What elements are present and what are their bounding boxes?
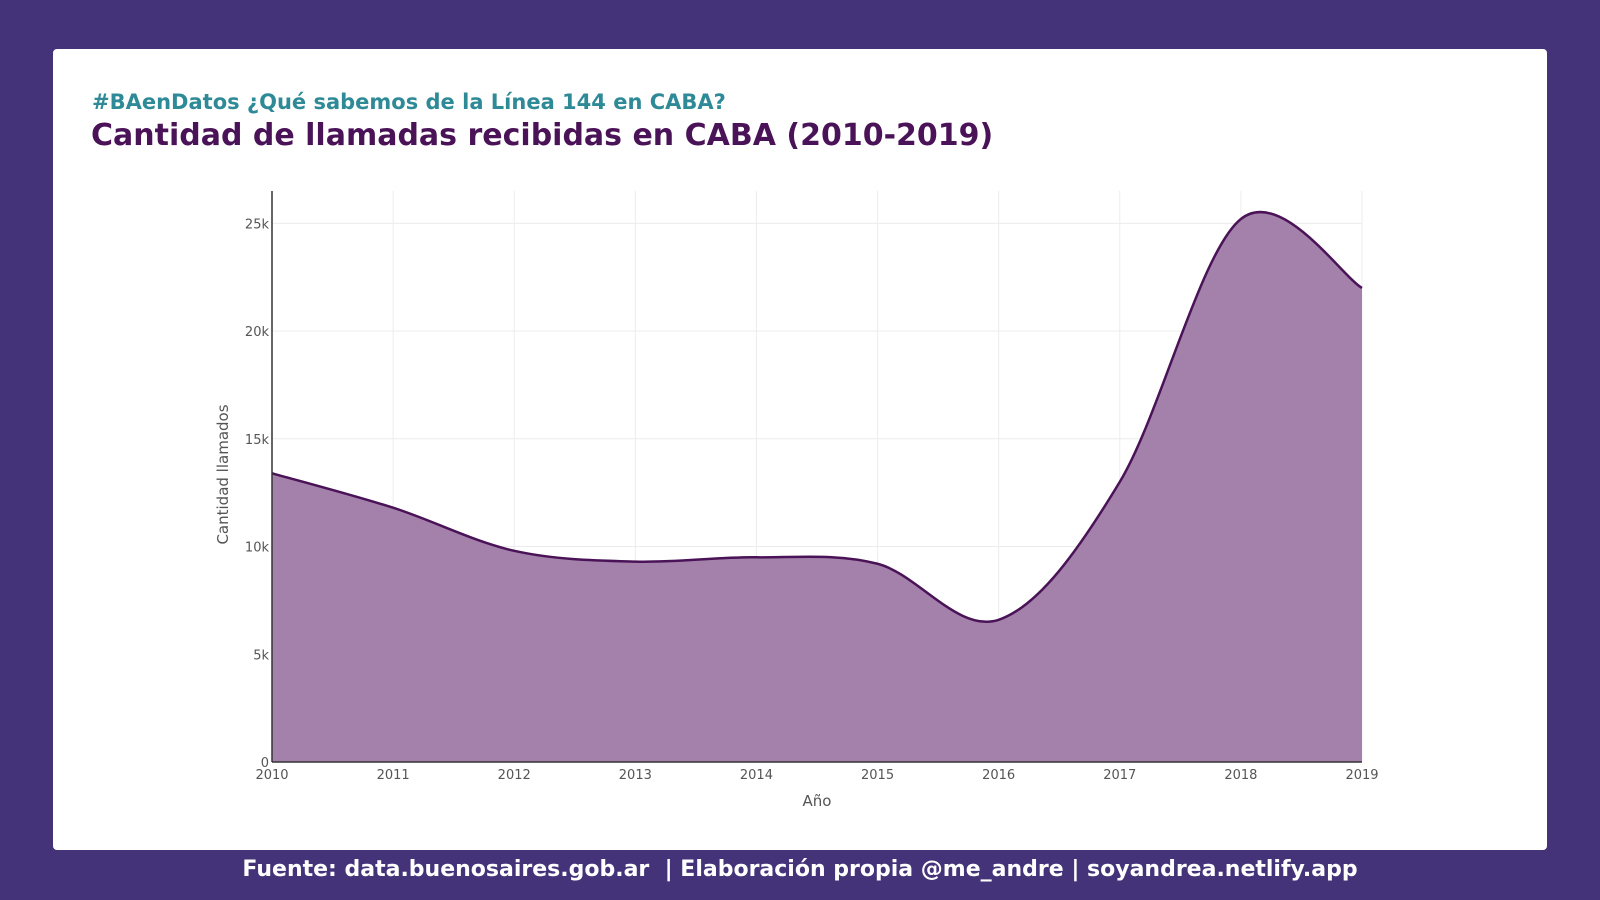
x-tick-label: 2017 [1103,768,1136,783]
x-tick-label: 2015 [861,768,894,783]
x-tick-label: 2019 [1345,768,1378,783]
x-tick-label: 2010 [255,768,288,783]
y-tick-label: 20k [245,325,270,340]
series-line [271,210,1363,623]
footer-source: Fuente: data.buenosaires.gob.ar | Elabor… [242,857,1358,882]
y-tick-label: 10k [245,541,270,556]
y-tick-label: 0 [261,756,269,771]
tick-labels: 0 5k 10k 15k 20k 25k 2010 2011 2012 2013 2014 2015 2… [245,217,1379,783]
chart-title: Cantidad de llamadas recibidas en CABA (… [91,118,994,153]
x-tick-label: 2013 [619,768,652,783]
x-tick-label: 2018 [1224,768,1257,783]
axes [271,191,1362,763]
x-tick-label: 2014 [740,768,773,783]
area-fill [272,212,1362,763]
y-tick-label: 5k [253,648,269,663]
x-tick-label: 2012 [498,768,531,783]
y-axis-title: Cantidad llamados [214,404,232,544]
chart-subtitle: #BAenDatos ¿Qué sabemos de la Línea 144 … [92,90,726,114]
y-tick-label: 25k [245,217,270,232]
y-tick-label: 15k [245,433,270,448]
x-axis-title: Año [803,792,832,810]
x-tick-label: 2011 [377,768,410,783]
x-tick-label: 2016 [982,768,1015,783]
